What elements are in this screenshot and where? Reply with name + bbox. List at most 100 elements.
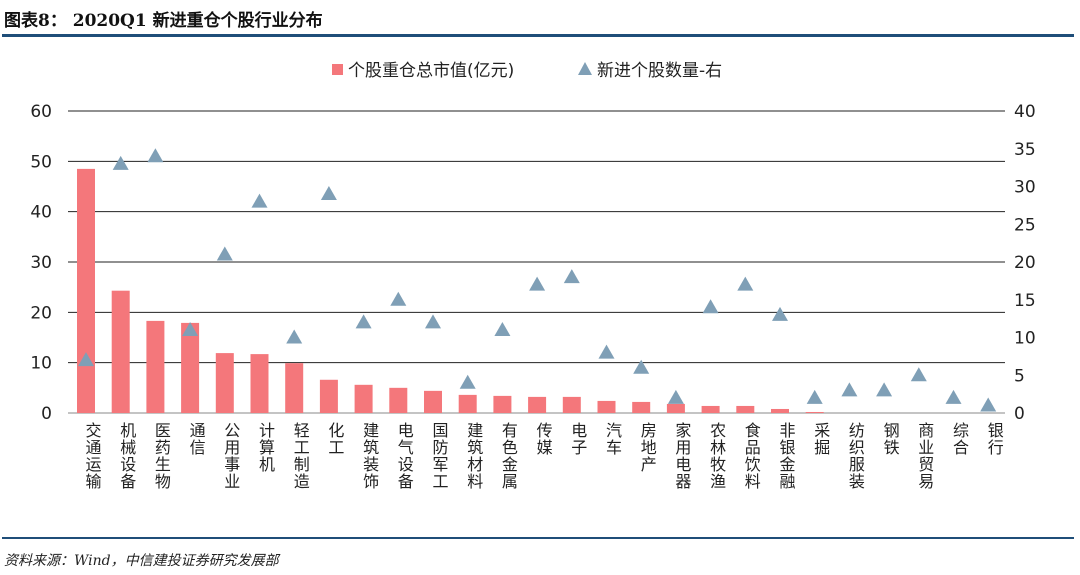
y2-tick-label: 30: [1014, 178, 1036, 198]
y-tick-label: 30: [30, 253, 52, 273]
x-tick-label: 建筑材料: [464, 422, 483, 490]
y2-tick-label: 20: [1014, 253, 1036, 273]
x-tick-label: 有色金属: [499, 422, 518, 490]
bar: [805, 411, 824, 413]
footer-divider: [2, 537, 1074, 539]
bar: [111, 290, 130, 413]
legend-triangle-icon: [578, 62, 592, 75]
x-tick-label: 建筑装饰: [360, 422, 379, 490]
y2-tick-label: 0: [1014, 404, 1025, 424]
title-divider: [2, 34, 1074, 37]
triangle-marker: [112, 155, 129, 170]
triangle-marker: [563, 269, 580, 284]
x-tick-label: 交通运输: [83, 422, 102, 490]
triangle-marker: [702, 299, 719, 314]
bar: [562, 396, 581, 413]
triangle-marker: [667, 389, 684, 404]
x-tick-label: 汽车: [603, 422, 622, 456]
x-tick-label: 家用电器: [672, 422, 691, 490]
y2-tick-label: 25: [1014, 215, 1036, 235]
x-tick-label: 国防军工: [430, 422, 449, 490]
bar: [458, 394, 477, 413]
triangle-marker: [494, 321, 511, 336]
bar: [77, 168, 95, 413]
x-tick-label: 医药生物: [152, 422, 171, 490]
x-tick-label: 电气设备: [395, 422, 414, 490]
triangle-marker: [910, 367, 927, 382]
x-tick-label: 综合: [950, 422, 969, 456]
triangle-marker: [320, 186, 337, 201]
x-tick-label: 计算机: [256, 422, 275, 473]
x-tick-label: 通信: [187, 422, 206, 456]
y-tick-label: 50: [30, 152, 52, 172]
bar: [493, 395, 512, 413]
x-tick-label: 钢铁: [881, 422, 900, 456]
x-tick-label: 公用事业: [221, 422, 240, 490]
bar: [181, 322, 200, 413]
x-tick-label: 纺织服装: [846, 422, 865, 490]
triangle-marker: [147, 148, 164, 163]
triangle-marker: [876, 382, 893, 397]
y2-tick-label: 10: [1014, 329, 1036, 349]
y-tick-label: 0: [41, 404, 52, 424]
triangle-marker: [633, 359, 650, 374]
x-tick-label: 食品饮料: [742, 422, 761, 490]
bar: [424, 390, 442, 413]
bar: [701, 405, 720, 413]
triangle-marker: [598, 344, 615, 359]
x-tick-label: 电子: [568, 422, 587, 456]
triangle-marker: [806, 389, 823, 404]
bar: [771, 408, 789, 413]
y2-tick-label: 35: [1014, 140, 1036, 160]
legend-bar-swatch: [332, 64, 343, 75]
y-tick-label: 10: [30, 354, 52, 374]
triangle-marker: [216, 246, 233, 261]
triangle-marker: [459, 374, 476, 389]
bar: [146, 320, 165, 413]
bar: [666, 403, 685, 413]
y2-tick-label: 5: [1014, 366, 1025, 386]
y2-tick-label: 40: [1014, 102, 1036, 122]
bar: [632, 401, 651, 413]
x-tick-label: 化工: [325, 422, 344, 456]
bar: [319, 379, 338, 413]
triangle-marker: [945, 389, 962, 404]
legend-bar-label: 个股重仓总市值(亿元): [348, 61, 514, 81]
triangle-marker: [980, 397, 997, 412]
source-note: 资料来源：Wind，中信建投证券研究发展部: [4, 553, 279, 569]
y2-tick-label: 15: [1014, 291, 1036, 311]
triangle-marker: [182, 321, 199, 336]
figure-title: 图表8： 2020Q1 新进重仓个股行业分布: [4, 11, 323, 31]
bar: [285, 363, 304, 413]
triangle-marker: [355, 314, 372, 329]
y-tick-label: 40: [30, 203, 52, 223]
x-tick-label: 商业贸易: [915, 422, 934, 490]
triangle-marker: [841, 382, 858, 397]
x-tick-label: 机械设备: [117, 422, 136, 490]
triangle-marker: [286, 329, 303, 344]
triangle-marker: [78, 352, 94, 367]
bar: [389, 387, 408, 413]
y-tick-label: 20: [30, 303, 52, 323]
bar: [215, 353, 234, 413]
legend-triangle-label: 新进个股数量-右: [597, 61, 722, 81]
x-tick-label: 采掘: [811, 422, 830, 456]
x-tick-label: 农林牧渔: [707, 422, 726, 490]
triangle-marker: [737, 276, 754, 291]
bar: [597, 400, 616, 413]
y-tick-label: 60: [30, 102, 52, 122]
x-tick-label: 轻工制造: [291, 422, 310, 490]
bar: [528, 396, 547, 413]
x-tick-label: 传媒: [534, 422, 553, 456]
x-tick-label: 房地产: [638, 422, 657, 473]
x-tick-label: 非银金融: [777, 422, 796, 490]
x-tick-label: 银行: [985, 422, 1004, 456]
bar: [250, 354, 269, 413]
triangle-marker: [251, 193, 268, 208]
triangle-marker: [772, 306, 788, 321]
triangle-marker: [390, 291, 407, 306]
bar: [354, 384, 373, 413]
bar: [736, 405, 755, 413]
triangle-marker: [425, 314, 441, 329]
